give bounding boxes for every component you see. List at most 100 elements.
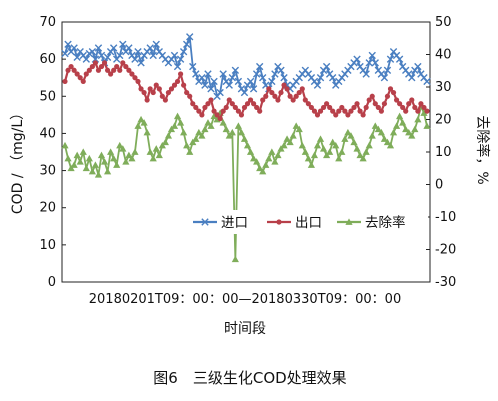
- data-point-outlet: [290, 97, 296, 103]
- data-point-outlet: [86, 67, 92, 73]
- data-point-removal: [161, 138, 169, 146]
- data-point-inlet: [252, 70, 261, 78]
- data-point-outlet: [98, 63, 105, 70]
- data-point-removal: [143, 128, 151, 136]
- data-point-removal: [225, 132, 233, 139]
- data-point-inlet: [383, 66, 392, 74]
- data-point-outlet: [196, 108, 202, 114]
- data-point-outlet: [424, 108, 430, 114]
- data-point-removal: [113, 161, 121, 168]
- data-point-outlet: [241, 104, 248, 111]
- data-point-outlet: [117, 67, 123, 73]
- data-point-removal: [134, 122, 142, 129]
- data-point-outlet: [372, 101, 378, 107]
- data-point-outlet: [287, 93, 293, 99]
- data-point-removal: [374, 125, 382, 133]
- y-tick-label-left: 20: [39, 201, 56, 216]
- data-point-removal: [386, 141, 395, 149]
- data-point-inlet: [231, 66, 240, 74]
- data-point-outlet: [293, 93, 299, 99]
- data-point-removal: [94, 171, 103, 178]
- data-point-inlet: [255, 62, 264, 71]
- data-point-inlet: [204, 70, 212, 78]
- data-point-removal: [183, 141, 191, 149]
- data-point-inlet: [189, 62, 197, 71]
- data-point-removal: [180, 128, 188, 136]
- data-point-removal: [310, 151, 319, 159]
- data-point-outlet: [378, 108, 384, 114]
- data-point-inlet: [414, 62, 422, 71]
- data-point-outlet: [199, 112, 205, 118]
- data-point-removal: [301, 148, 309, 155]
- figure-caption: 图6 三级生化COD处理效果: [153, 369, 346, 387]
- data-point-inlet: [119, 40, 127, 48]
- data-point-removal: [283, 135, 291, 142]
- data-point-removal: [91, 161, 100, 168]
- data-point-outlet: [336, 108, 342, 114]
- data-point-removal: [295, 125, 303, 133]
- data-point-outlet: [177, 71, 184, 77]
- data-point-inlet: [353, 55, 361, 63]
- data-point-outlet: [278, 89, 284, 96]
- data-point-outlet: [387, 86, 394, 92]
- data-point-inlet: [271, 70, 279, 78]
- data-point-outlet: [104, 67, 111, 73]
- data-point-removal: [392, 122, 401, 129]
- data-point-outlet: [354, 101, 360, 107]
- data-point-removal: [380, 135, 389, 142]
- x-axis-label: 时间段: [224, 321, 266, 337]
- data-point-removal: [149, 154, 157, 162]
- data-point-outlet: [284, 86, 290, 92]
- data-point-removal: [408, 132, 416, 139]
- data-point-removal: [219, 119, 227, 126]
- data-point-removal: [173, 112, 182, 120]
- data-point-outlet: [193, 104, 199, 111]
- legend-label: 去除率: [365, 214, 406, 231]
- data-point-removal: [189, 138, 197, 146]
- data-point-outlet: [171, 82, 178, 88]
- data-point-outlet: [238, 112, 245, 118]
- data-point-inlet: [61, 49, 69, 58]
- data-point-outlet: [156, 86, 162, 92]
- data-point-removal: [396, 112, 404, 120]
- data-point-removal: [259, 167, 267, 175]
- data-point-removal: [399, 119, 407, 126]
- data-point-outlet: [412, 104, 418, 111]
- data-point-inlet: [268, 77, 276, 86]
- legend-swatch-marker: [345, 218, 353, 225]
- data-point-removal: [246, 148, 255, 155]
- data-point-removal: [207, 122, 215, 129]
- data-point-inlet: [182, 40, 191, 48]
- data-point-outlet: [153, 82, 159, 88]
- data-point-inlet: [125, 44, 133, 52]
- data-point-inlet: [201, 81, 209, 89]
- data-point-inlet: [380, 74, 389, 82]
- data-point-inlet: [97, 51, 106, 60]
- data-point-removal: [158, 141, 166, 149]
- y-tick-label-right: 10: [435, 145, 452, 160]
- left-axis: 0 10 20 30 40 50 60 70: [39, 15, 66, 290]
- data-point-removal: [423, 122, 431, 129]
- data-point-outlet: [345, 112, 351, 118]
- data-point-removal: [119, 145, 127, 152]
- data-point-outlet: [77, 75, 83, 81]
- data-point-outlet: [181, 82, 187, 88]
- data-point-removal: [222, 125, 230, 133]
- data-point-outlet: [120, 60, 126, 66]
- data-point-outlet: [123, 63, 129, 70]
- data-point-outlet: [168, 86, 175, 92]
- data-point-outlet: [269, 89, 275, 96]
- data-point-outlet: [68, 63, 74, 70]
- data-point-removal: [210, 112, 218, 120]
- legend-label: 进口: [221, 215, 248, 231]
- data-point-inlet: [146, 44, 154, 52]
- data-point-removal: [256, 164, 264, 172]
- data-point-outlet: [275, 97, 281, 103]
- data-point-inlet: [371, 59, 379, 67]
- data-point-inlet: [192, 70, 200, 78]
- data-point-outlet: [162, 97, 168, 103]
- data-point-removal: [70, 161, 78, 168]
- series-removal: [61, 102, 431, 263]
- data-point-inlet: [240, 88, 249, 97]
